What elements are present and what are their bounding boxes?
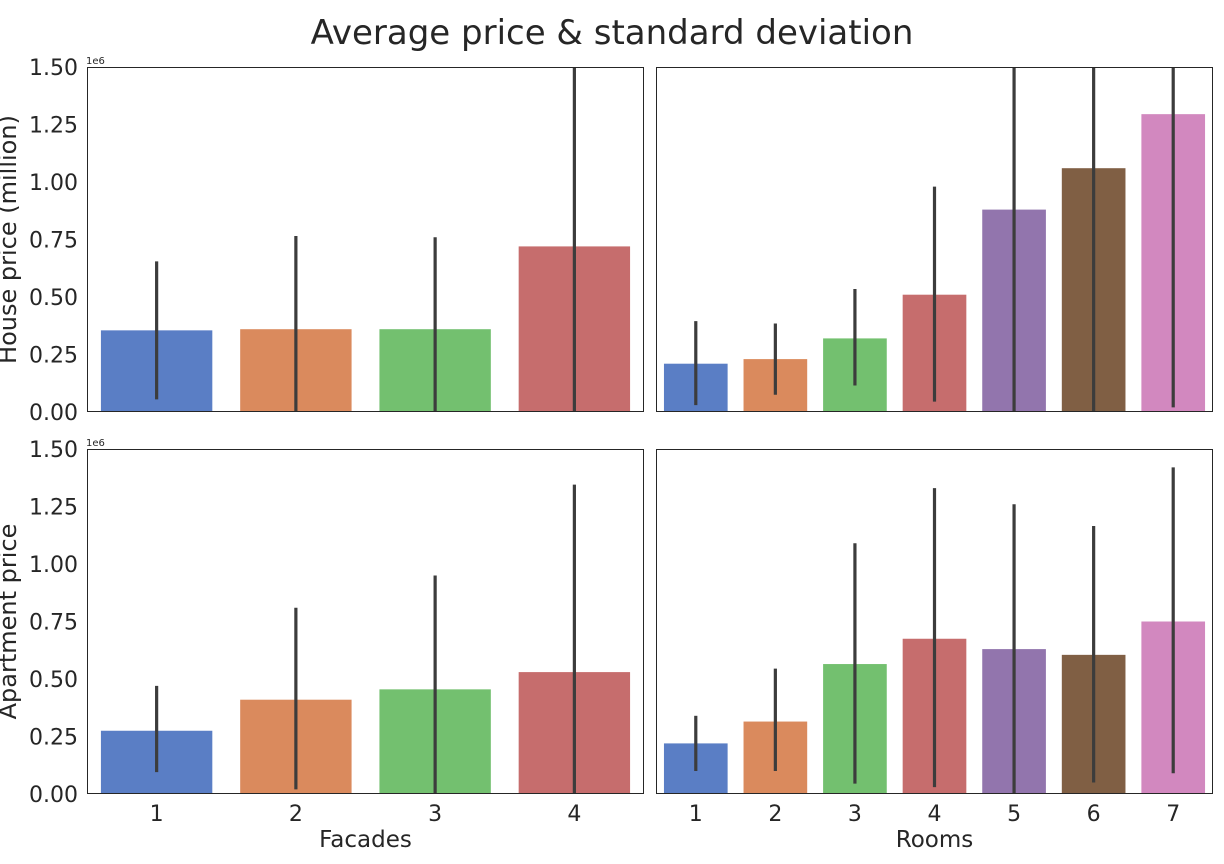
y-tick-label: 0.00	[29, 783, 78, 808]
y-tick-label: 0.75	[29, 229, 78, 254]
y-tick-label: 0.50	[29, 668, 78, 693]
x-tick-label: 4	[928, 802, 942, 827]
x-tick-label: 6	[1087, 802, 1101, 827]
y-tick-label: 1.25	[29, 496, 78, 521]
x-tick-label: 5	[1007, 802, 1021, 827]
y-tick-label: 1.50	[29, 438, 78, 463]
y-tick-label: 1.00	[29, 171, 78, 196]
y-axis-label: House price (million)	[0, 115, 22, 364]
panel-apartment-facades: 1 2 3 4 0.00 0.25 0.50 0.75 1.00 1.25 1.50 1e6 Apart…	[0, 438, 644, 853]
figure-title: Average price & standard deviation	[311, 13, 914, 53]
y-tick-label: 1.25	[29, 114, 78, 139]
x-tick-label: 2	[768, 802, 782, 827]
y-tick-label: 0.25	[29, 344, 78, 369]
x-tick-label: 3	[848, 802, 862, 827]
x-tick-label: 1	[689, 802, 703, 827]
axes-frame	[656, 67, 1213, 412]
x-tick-label: 1	[150, 802, 164, 827]
axis-scale-label: 1e6	[86, 56, 105, 67]
y-tick-label: 0.25	[29, 726, 78, 751]
x-axis-label: Facades	[319, 827, 412, 853]
y-tick-label: 1.00	[29, 553, 78, 578]
panel-house-rooms	[656, 67, 1213, 413]
y-tick-label: 0.00	[29, 401, 78, 426]
y-tick-label: 1.50	[29, 56, 78, 81]
x-tick-label: 4	[567, 802, 581, 827]
axis-scale-label: 1e6	[86, 438, 105, 449]
x-tick-label: 7	[1166, 802, 1180, 827]
panel-apartment-rooms: 1 2 3 4 5 6 7 Rooms	[656, 449, 1213, 853]
x-tick-label: 3	[428, 802, 442, 827]
axes-frame	[656, 449, 1213, 794]
x-axis-label: Rooms	[896, 827, 973, 853]
y-tick-label: 0.75	[29, 611, 78, 636]
y-axis-label: Apartment price	[0, 524, 22, 720]
axes-frame	[87, 67, 644, 412]
axes-frame	[87, 449, 644, 794]
x-tick-label: 2	[289, 802, 303, 827]
y-tick-label: 0.50	[29, 286, 78, 311]
panel-house-facades: 0.00 0.25 0.50 0.75 1.00 1.25 1.50 1e6 House pri…	[0, 56, 644, 426]
